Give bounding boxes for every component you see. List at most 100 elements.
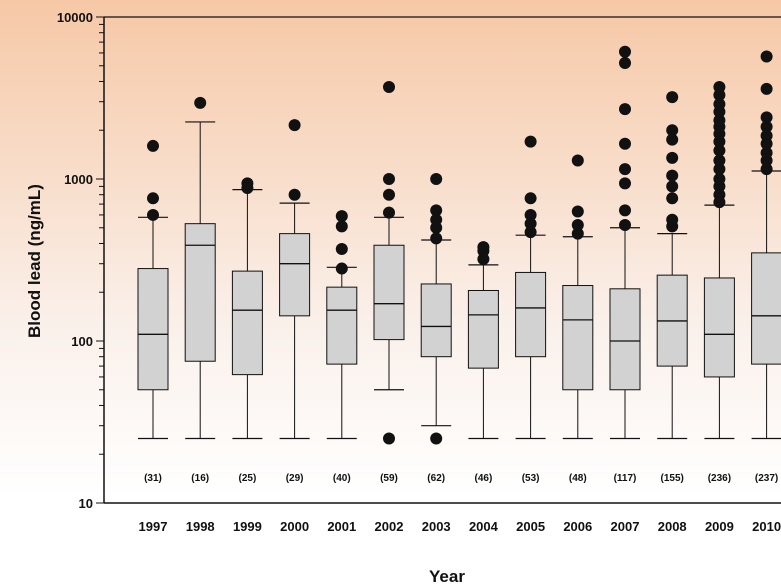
outlier-point [477, 253, 490, 266]
outlier-point [524, 226, 537, 239]
x-tick-label: 2008 [658, 519, 687, 534]
sample-count-label: (155) [661, 473, 684, 484]
outlier-point [430, 173, 443, 185]
x-tick-label: 1998 [186, 519, 215, 534]
outlier-point [288, 119, 301, 132]
y-tick-label: 10 [79, 496, 93, 511]
sample-count-label: (25) [239, 473, 257, 484]
iqr-box [326, 286, 358, 365]
y-axis-title: Blood lead (ng/mL) [25, 184, 44, 338]
outlier-point [760, 129, 773, 142]
y-tick-label: 10000 [57, 10, 93, 25]
sample-count-label: (29) [286, 473, 304, 484]
outlier-point [760, 146, 773, 159]
x-tick-label: 2006 [563, 519, 592, 534]
outlier-point [619, 163, 631, 176]
outlier-point [666, 180, 679, 193]
outlier-point [713, 98, 726, 111]
outlier-point [477, 241, 490, 254]
outlier-point [713, 80, 726, 93]
outlier-point [241, 177, 254, 190]
outlier-point [571, 227, 584, 240]
x-tick-label: 2001 [327, 519, 356, 534]
sample-count-label: (16) [191, 473, 209, 484]
outlier-point [288, 188, 301, 201]
outlier-point [760, 163, 773, 176]
outlier-point [383, 188, 395, 201]
outlier-point [619, 45, 631, 58]
outlier-point [619, 204, 631, 217]
outlier-point [383, 173, 395, 185]
outlier-point [335, 220, 348, 233]
x-tick-label: 2004 [469, 519, 499, 534]
outlier-point [666, 124, 679, 137]
iqr-box [231, 270, 263, 376]
box-2001: (40) [326, 210, 358, 484]
outlier-point [619, 219, 631, 232]
box-2006: (48) [562, 154, 594, 484]
outlier-point [335, 262, 348, 275]
outlier-point [713, 144, 726, 157]
sample-count-label: (31) [144, 473, 162, 484]
iqr-box [137, 268, 169, 391]
box-2008: (155) [656, 91, 688, 484]
iqr-box [279, 233, 311, 317]
outlier-point [619, 177, 631, 190]
iqr-box [373, 244, 405, 341]
box-2007: (117) [609, 45, 641, 484]
outlier-point [666, 133, 679, 146]
box-1997: (31) [137, 139, 169, 484]
sample-count-label: (40) [333, 473, 351, 484]
outlier-point [666, 169, 679, 182]
sample-count-label: (48) [569, 473, 587, 484]
outlier-point [524, 217, 537, 230]
outlier-point [147, 192, 159, 205]
x-tick-label: 2003 [422, 519, 451, 534]
outlier-point [713, 188, 726, 201]
outlier-point [760, 82, 773, 95]
outlier-point [571, 219, 584, 232]
x-tick-label: 2005 [516, 519, 545, 534]
box-2005: (53) [515, 135, 547, 484]
box-1999: (25) [231, 177, 263, 484]
y-axis: 10 100 1000 10000 [57, 10, 781, 511]
iqr-box [467, 289, 499, 369]
x-axis: 1997 1998 1999 2000 2001 2002 2003 2004 2005 2006… [104, 502, 781, 534]
outlier-point [666, 213, 679, 226]
iqr-box [515, 271, 547, 358]
outlier-point [383, 206, 395, 219]
outlier-point [383, 80, 395, 93]
outlier-point [713, 163, 726, 176]
iqr-box [751, 252, 781, 365]
outlier-point [524, 135, 537, 148]
outlier-point [430, 213, 443, 226]
outlier-point [760, 120, 773, 133]
y-tick-label: 100 [71, 334, 93, 349]
outlier-point [524, 192, 537, 205]
outlier-point [147, 208, 159, 221]
outlier-point [666, 151, 679, 164]
sample-count-label: (59) [380, 473, 398, 484]
outlier-point [383, 432, 395, 445]
outlier-point [713, 173, 726, 185]
outlier-point [760, 50, 773, 63]
sample-count-label: (236) [708, 473, 731, 484]
x-tick-label: 2010 [752, 519, 781, 534]
x-tick-label: 1999 [233, 519, 262, 534]
iqr-box [703, 277, 735, 378]
box-1998: (16) [184, 96, 216, 484]
x-tick-label: 1997 [139, 519, 168, 534]
outlier-point [147, 139, 159, 152]
outlier-point [430, 432, 443, 445]
outlier-point [194, 96, 207, 109]
x-axis-title: Year [429, 567, 465, 585]
x-tick-label: 2009 [705, 519, 734, 534]
sample-count-label: (46) [475, 473, 493, 484]
sample-count-label: (237) [755, 473, 778, 484]
y-tick-label: 1000 [64, 172, 93, 187]
box-2010: (237) [751, 50, 781, 484]
outlier-point [430, 232, 443, 245]
outlier-point [713, 154, 726, 167]
box-2002: (59) [373, 80, 405, 484]
sample-count-label: (62) [427, 473, 445, 484]
